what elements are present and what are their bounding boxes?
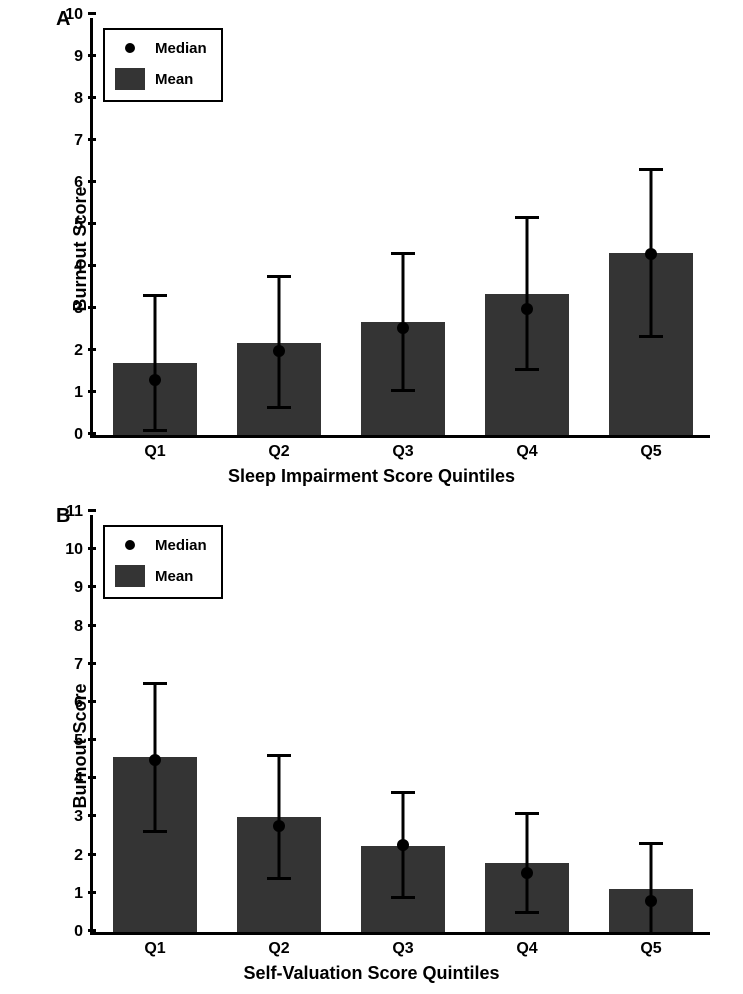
- ytick: 4: [53, 770, 93, 788]
- error-cap: [639, 842, 663, 845]
- circle-icon: [115, 38, 145, 58]
- xtick-label: Q1: [144, 932, 165, 958]
- legend-row-median: Median: [115, 38, 207, 58]
- panel-b-plot-area: Median Mean 01234567891011Q1Q2Q3Q4Q5: [90, 515, 710, 935]
- xtick-label: Q2: [268, 932, 289, 958]
- circle-icon: [115, 535, 145, 555]
- ytick: 1: [53, 384, 93, 402]
- error-cap: [391, 389, 415, 392]
- median-dot: [149, 754, 161, 766]
- ytick: 2: [53, 847, 93, 865]
- ytick: 10: [53, 541, 93, 559]
- error-cap: [267, 275, 291, 278]
- median-dot: [645, 248, 657, 260]
- ytick: 3: [53, 300, 93, 318]
- ytick: 3: [53, 808, 93, 826]
- median-dot: [397, 322, 409, 334]
- figure: A Burnout Score Median Mean 012345678910…: [0, 0, 743, 994]
- xtick-label: Q3: [392, 435, 413, 461]
- legend-median-label: Median: [155, 537, 207, 554]
- ytick: 2: [53, 342, 93, 360]
- median-dot: [397, 839, 409, 851]
- median-dot: [273, 345, 285, 357]
- ytick: 10: [53, 6, 93, 24]
- error-cap: [143, 429, 167, 432]
- legend-mean-label: Mean: [155, 568, 193, 585]
- error-cap: [143, 294, 167, 297]
- error-cap: [515, 368, 539, 371]
- legend-row-mean: Mean: [115, 565, 207, 587]
- error-cap: [391, 252, 415, 255]
- panel-a-plot-area: Median Mean 012345678910Q1Q2Q3Q4Q5: [90, 18, 710, 438]
- ytick: 0: [53, 923, 93, 941]
- legend-row-median: Median: [115, 535, 207, 555]
- error-bar: [650, 843, 653, 932]
- ytick: 6: [53, 174, 93, 192]
- ytick: 0: [53, 426, 93, 444]
- error-cap: [515, 216, 539, 219]
- error-cap: [267, 406, 291, 409]
- xtick-label: Q4: [516, 932, 537, 958]
- ytick: 4: [53, 258, 93, 276]
- error-bar: [154, 296, 157, 431]
- ytick: 9: [53, 48, 93, 66]
- xtick-label: Q5: [640, 932, 661, 958]
- legend-median-label: Median: [155, 40, 207, 57]
- error-cap: [639, 168, 663, 171]
- xtick-label: Q1: [144, 435, 165, 461]
- error-cap: [391, 791, 415, 794]
- xtick-label: Q3: [392, 932, 413, 958]
- error-cap: [391, 896, 415, 899]
- error-cap: [267, 877, 291, 880]
- error-cap: [515, 911, 539, 914]
- error-cap: [515, 812, 539, 815]
- square-icon: [115, 68, 145, 90]
- ytick: 7: [53, 656, 93, 674]
- median-dot: [149, 374, 161, 386]
- ytick: 8: [53, 618, 93, 636]
- error-cap: [639, 335, 663, 338]
- ytick: 5: [53, 216, 93, 234]
- error-bar: [526, 217, 529, 369]
- panel-a-xlabel: Sleep Impairment Score Quintiles: [0, 466, 743, 487]
- error-bar: [526, 814, 529, 913]
- panel-a: A Burnout Score Median Mean 012345678910…: [0, 0, 743, 497]
- ytick: 1: [53, 885, 93, 903]
- ytick: 7: [53, 132, 93, 150]
- xtick-label: Q2: [268, 435, 289, 461]
- median-dot: [521, 867, 533, 879]
- ytick: 8: [53, 90, 93, 108]
- xtick-label: Q4: [516, 435, 537, 461]
- legend-mean-label: Mean: [155, 71, 193, 88]
- panel-b-legend: Median Mean: [103, 525, 223, 599]
- panel-a-ylabel: Burnout Score: [70, 186, 91, 311]
- error-cap: [267, 754, 291, 757]
- error-bar: [278, 756, 281, 879]
- ytick: 9: [53, 579, 93, 597]
- ytick: 11: [53, 503, 93, 521]
- median-dot: [273, 820, 285, 832]
- error-cap: [143, 830, 167, 833]
- panel-a-legend: Median Mean: [103, 28, 223, 102]
- median-dot: [645, 895, 657, 907]
- panel-b: B Burnout Score Median Mean 012345678910…: [0, 497, 743, 994]
- error-cap: [143, 682, 167, 685]
- ytick: 5: [53, 732, 93, 750]
- panel-b-xlabel: Self-Valuation Score Quintiles: [0, 963, 743, 984]
- xtick-label: Q5: [640, 435, 661, 461]
- error-bar: [278, 276, 281, 407]
- ytick: 6: [53, 694, 93, 712]
- median-dot: [521, 303, 533, 315]
- legend-row-mean: Mean: [115, 68, 207, 90]
- square-icon: [115, 565, 145, 587]
